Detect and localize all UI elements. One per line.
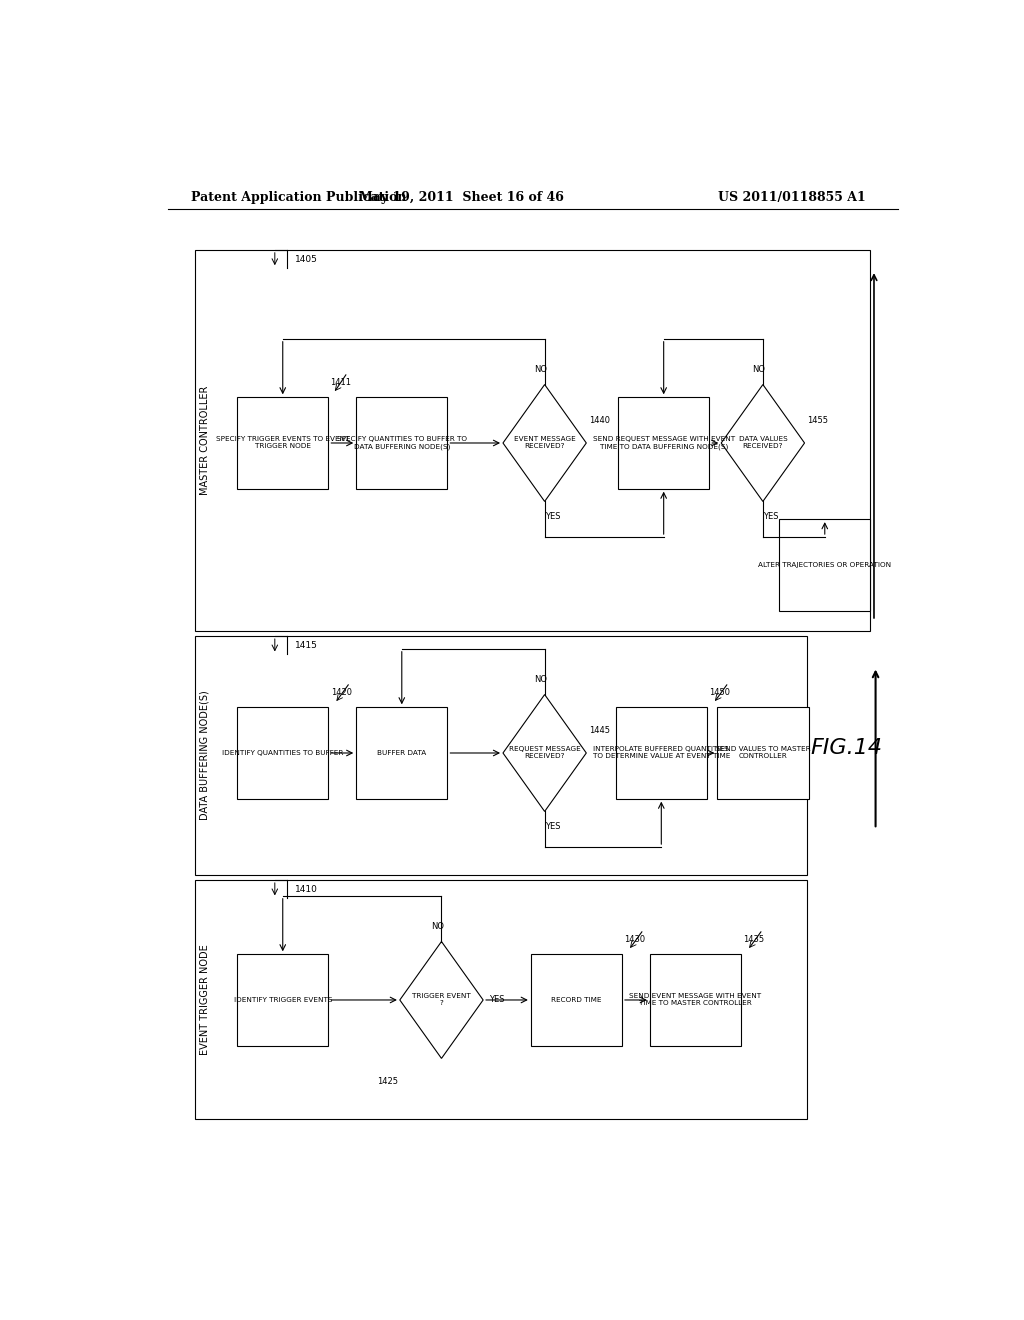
Polygon shape — [503, 384, 587, 502]
Text: 1430: 1430 — [625, 935, 645, 944]
Text: TRIGGER EVENT
?: TRIGGER EVENT ? — [412, 994, 471, 1006]
Bar — [530, 954, 622, 1045]
Text: INTERPOLATE BUFFERED QUANTITIES
TO DETERMINE VALUE AT EVENT TIME: INTERPOLATE BUFFERED QUANTITIES TO DETER… — [593, 747, 730, 759]
Bar — [618, 397, 710, 488]
Text: DATA BUFFERING NODE(S): DATA BUFFERING NODE(S) — [200, 690, 210, 821]
Text: BUFFER DATA: BUFFER DATA — [377, 750, 426, 756]
Text: 1410: 1410 — [295, 886, 317, 894]
Text: US 2011/0118855 A1: US 2011/0118855 A1 — [718, 190, 866, 203]
Text: RECORD TIME: RECORD TIME — [551, 997, 602, 1003]
Text: 1455: 1455 — [807, 416, 828, 425]
Text: 1445: 1445 — [589, 726, 609, 735]
Text: MASTER CONTROLLER: MASTER CONTROLLER — [200, 385, 210, 495]
Text: NO: NO — [535, 366, 547, 375]
Text: SPECIFY QUANTITIES TO BUFFER TO
DATA BUFFERING NODE(S): SPECIFY QUANTITIES TO BUFFER TO DATA BUF… — [337, 436, 467, 450]
Text: YES: YES — [489, 995, 505, 1005]
Text: SEND REQUEST MESSAGE WITH EVENT
TIME TO DATA BUFFERING NODE(S): SEND REQUEST MESSAGE WITH EVENT TIME TO … — [593, 436, 735, 450]
Text: 1405: 1405 — [295, 255, 317, 264]
Text: Patent Application Publication: Patent Application Publication — [191, 190, 407, 203]
Bar — [238, 954, 329, 1045]
Text: IDENTIFY QUANTITIES TO BUFFER: IDENTIFY QUANTITIES TO BUFFER — [222, 750, 343, 756]
Text: YES: YES — [545, 821, 560, 830]
Bar — [356, 397, 447, 488]
Text: 1411: 1411 — [330, 378, 351, 387]
Bar — [238, 708, 329, 799]
Text: IDENTIFY TRIGGER EVENTS: IDENTIFY TRIGGER EVENTS — [233, 997, 332, 1003]
Text: REQUEST MESSAGE
RECEIVED?: REQUEST MESSAGE RECEIVED? — [509, 747, 581, 759]
Bar — [356, 708, 447, 799]
Text: SEND EVENT MESSAGE WITH EVENT
TIME TO MASTER CONTROLLER: SEND EVENT MESSAGE WITH EVENT TIME TO MA… — [630, 994, 762, 1006]
Text: DATA VALUES
RECEIVED?: DATA VALUES RECEIVED? — [738, 437, 787, 450]
Bar — [717, 708, 809, 799]
Text: FIG.14: FIG.14 — [810, 738, 883, 758]
Polygon shape — [399, 941, 483, 1059]
Text: NO: NO — [431, 923, 444, 932]
Text: YES: YES — [763, 512, 778, 520]
Text: ALTER TRAJECTORIES OR OPERATION: ALTER TRAJECTORIES OR OPERATION — [758, 562, 891, 568]
Text: NO: NO — [535, 676, 547, 684]
Bar — [196, 636, 807, 875]
Text: 1415: 1415 — [295, 642, 317, 651]
Text: YES: YES — [545, 512, 560, 520]
Bar — [196, 880, 807, 1119]
Text: EVENT TRIGGER NODE: EVENT TRIGGER NODE — [200, 944, 210, 1055]
Bar — [779, 519, 870, 611]
Bar — [615, 708, 707, 799]
Text: 1420: 1420 — [331, 688, 352, 697]
Text: NO: NO — [753, 366, 765, 375]
Bar — [238, 397, 329, 488]
Text: 1435: 1435 — [743, 935, 765, 944]
Text: 1440: 1440 — [589, 416, 609, 425]
Polygon shape — [503, 694, 587, 812]
Text: EVENT MESSAGE
RECEIVED?: EVENT MESSAGE RECEIVED? — [514, 437, 575, 450]
Text: May 19, 2011  Sheet 16 of 46: May 19, 2011 Sheet 16 of 46 — [358, 190, 564, 203]
Bar — [196, 249, 870, 631]
Text: 1450: 1450 — [710, 688, 730, 697]
Text: 1425: 1425 — [377, 1077, 398, 1086]
Polygon shape — [721, 384, 805, 502]
Bar — [650, 954, 741, 1045]
Text: SPECIFY TRIGGER EVENTS TO EVENT
TRIGGER NODE: SPECIFY TRIGGER EVENTS TO EVENT TRIGGER … — [216, 437, 349, 450]
Text: SEND VALUES TO MASTER
CONTROLLER: SEND VALUES TO MASTER CONTROLLER — [716, 747, 810, 759]
